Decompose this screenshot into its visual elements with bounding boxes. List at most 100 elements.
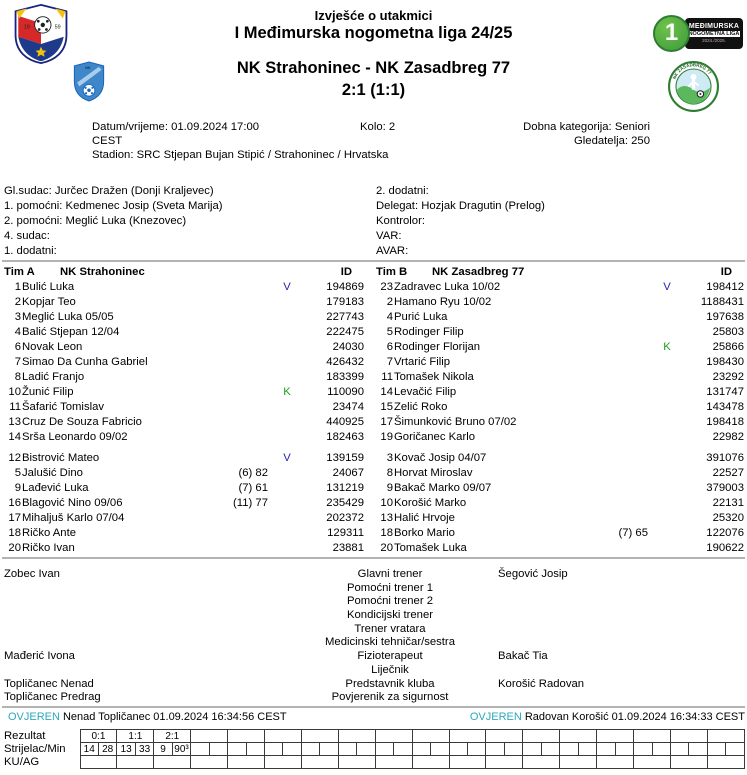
home-club-logo-icon: NK [73,61,105,102]
divider [2,706,745,708]
position-badge [648,451,686,466]
player-row: 10 Žunić Filip K 110090 [4,385,364,400]
substitution-info [596,295,648,310]
team-b-name: NK Zasadbreg 77 [432,266,525,278]
staff-row: Kondicijski trener [4,609,743,623]
staff-row: Trener vratara [4,623,743,637]
position-badge [648,355,686,370]
player-id: 139159 [326,452,364,464]
substitution-info [216,355,268,370]
result-cell [337,729,376,743]
substitution-info [596,451,648,466]
player-number: 10 [380,497,393,509]
player-row: 4 Purić Luka 197638 [376,310,744,325]
staff-role: Predstavnik kluba [345,677,435,690]
player-row: 13 Cruz De Souza Fabricio 440925 [4,415,364,430]
staff-name-away [496,636,743,650]
official-line: AVAR: [376,244,409,257]
player-name: Ričko Ante [22,527,77,539]
official-line: 2. pomoćni: Meglić Luka (Knezovec) [4,214,187,227]
score-row-label: Rezultat [4,730,46,742]
ku-ag-cell [227,755,266,769]
player-number: 5 [386,326,393,338]
player-id: 235429 [326,497,364,509]
league-badge-line2: NOGOMETNA LIGA [687,31,741,37]
player-row: 7 Simao Da Cunha Gabriel 426432 [4,355,364,370]
player-name: Purić Luka [394,311,448,323]
team-b-players: 23 Zadravec Luka 10/02 V 198412 2 Hamano Ryu … [376,280,744,556]
player-id: 143478 [706,401,744,413]
report-title: Izvješće o utakmici [314,8,433,23]
substitution-info [596,511,648,526]
scorer-minute-cell [706,742,727,756]
position-badge [648,400,686,415]
scorer-minute-cell [540,742,561,756]
player-name: Kopjar Teo [22,296,76,308]
player-id: 198412 [706,281,744,293]
home-logo-abbr: NK [85,65,91,70]
scorer-minute-cell [411,742,432,756]
position-badge [268,340,306,355]
player-row: 18 Ričko Ante 129311 [4,526,364,541]
score-row-label: Strijelac/Min [4,743,66,755]
match-datetime: Datum/vrijeme: 01.09.2024 17:00 [92,121,260,133]
player-row: 8 Ladić Franjo 183399 [4,370,364,385]
staff-row: Liječnik [4,664,743,678]
player-number: 8 [14,371,21,383]
substitution-info [596,481,648,496]
official-line: 2. dodatni: [376,185,429,197]
player-id: 391076 [706,452,744,464]
player-number: 9 [386,482,393,494]
substitution-info [216,526,268,541]
player-name: Kovač Josip 04/07 [394,452,487,464]
position-badge [648,325,686,340]
player-id: 197638 [706,311,744,323]
substitution-info [216,400,268,415]
substitution-info [216,310,268,325]
away-club-logo-icon: NK ZASADBREG 77 [668,61,719,112]
player-id: 426432 [326,356,364,368]
scorer-minute-cell [282,742,302,756]
scorer-minute-cell [448,742,469,756]
officials-left-column: Gl.sudac: Jurčec Dražen (Donji Kraljevec… [4,184,223,258]
team-b-header: Tim B NK Zasadbreg 77 ID [376,265,744,280]
player-number: 15 [380,401,393,413]
substitution-info [216,280,268,295]
substitution-info [216,511,268,526]
result-cell [633,729,671,743]
substitution-info [596,370,648,385]
scorer-minute-cell [319,742,339,756]
certification-home: OVJEREN Nenad Topličanec 01.09.2024 16:34… [8,711,287,723]
player-id: 24030 [332,341,364,353]
substitution-info: (7) 61 [238,482,268,494]
result-cell [227,729,266,743]
player-name: Mihaljuš Karlo 07/04 [22,512,125,524]
substitution-info: (7) 65 [618,527,648,539]
ku-ag-cell [337,755,376,769]
player-name: Blagović Nino 09/06 [22,497,123,509]
player-id: 190622 [706,542,744,554]
staff-role: Kondicijski trener [346,609,434,622]
ku-ag-cell [633,755,671,769]
staff-role: Medicinski tehničar/sestra [325,636,455,649]
staff-row: Topličanec Predrag Povjerenik za sigurnos… [4,691,743,705]
scorer-minute-cell [669,742,690,756]
position-badge [268,325,306,340]
scorer-minute-cell [614,742,635,756]
position-badge [268,370,306,385]
scorer-minute-cell [467,742,487,756]
scorer-minute-cell [300,742,321,756]
scorer-minute-cell [725,742,745,756]
ku-ag-cell [448,755,487,769]
player-name: Jalušić Dino [22,467,83,479]
player-row: 6 Novak Leon 24030 [4,340,364,355]
team-a-header: Tim A NK Strahoninec ID [4,265,364,280]
player-row: 20 Ričko Ivan 23881 [4,541,364,556]
substitution-info [216,415,268,430]
result-cell [190,729,229,743]
player-name: Zelić Roko [394,401,448,413]
substitution-info [596,310,648,325]
substitution-info [216,340,268,355]
player-number: 4 [386,311,393,323]
player-number: 11 [381,371,393,383]
